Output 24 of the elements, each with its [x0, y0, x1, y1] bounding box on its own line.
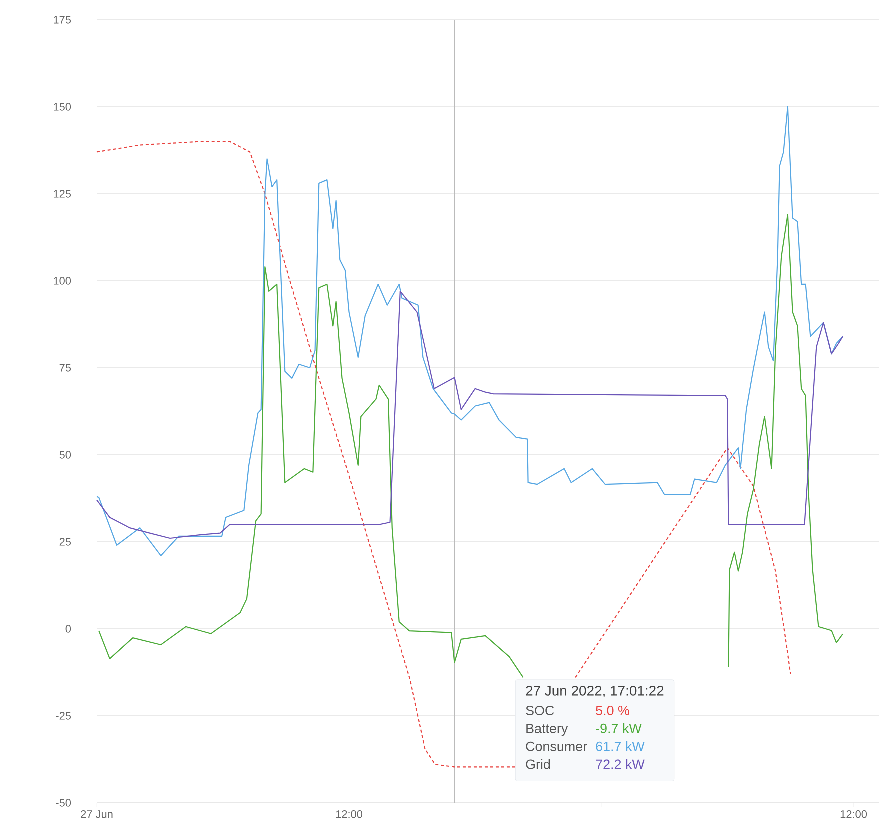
y-tick-label: 25 [60, 538, 72, 546]
line-series [96, 106, 844, 556]
y-tick-label: 125 [54, 190, 72, 198]
annotation: 61.7 kW [596, 741, 645, 752]
annotation: Battery [526, 724, 568, 736]
y-tick-label: 0 [66, 625, 72, 633]
line-series [96, 290, 844, 540]
y-tick-label: 50 [60, 451, 72, 459]
x-tick-label: 12:00 [336, 810, 363, 818]
x-tick-label: 12:00 [840, 810, 868, 818]
annotation: 5.0 % [596, 706, 630, 716]
x-tick-label: 27 Jun [81, 810, 113, 818]
y-tick-label: 150 [54, 103, 72, 111]
y-tick-label: -25 [56, 712, 72, 720]
y-tick-label: 75 [60, 364, 72, 372]
annotation: SOC [526, 706, 554, 716]
annotation: 27 Jun 2022, 17:01:22 [526, 686, 664, 698]
y-tick-label: 100 [54, 277, 72, 285]
annotation: Grid [526, 759, 550, 770]
y-tick-label: -50 [56, 799, 72, 807]
annotation: -9.7 kW [596, 724, 642, 734]
annotation: Consumer [526, 742, 588, 752]
y-tick-label: 175 [54, 16, 72, 24]
annotation: 72.2 kW [596, 759, 645, 770]
